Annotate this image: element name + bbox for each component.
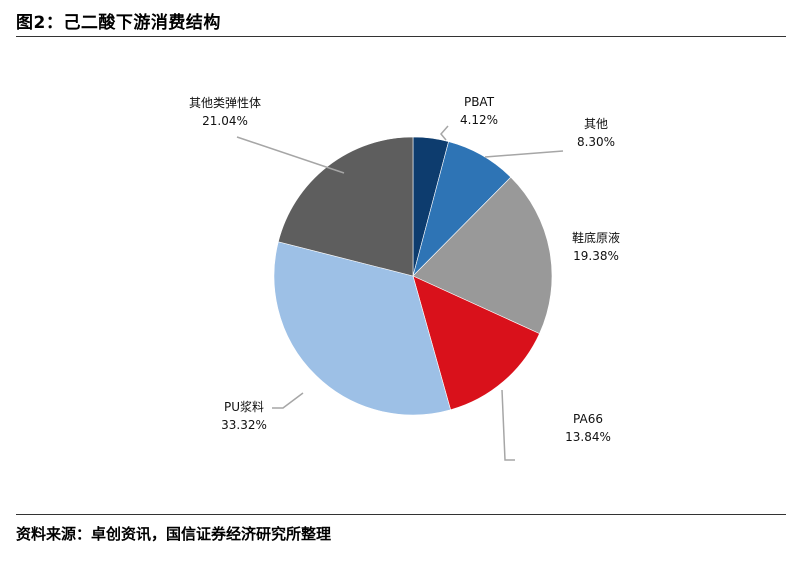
source-note: 资料来源：卓创资讯，国信证券经济研究所整理	[16, 525, 332, 543]
figure-title: 图2：己二酸下游消费结构	[16, 13, 221, 33]
leader-line-4	[501, 389, 515, 461]
leader-line-2	[484, 150, 564, 158]
slice-name-label: 其他	[584, 117, 608, 131]
pie-slices	[273, 136, 553, 416]
leader-lines	[236, 125, 564, 461]
slice-value-label: 13.84%	[565, 430, 611, 444]
leader-line-5	[272, 392, 304, 409]
bottom-rule	[16, 514, 786, 515]
pie-slice-6	[277, 136, 414, 277]
slice-value-label: 21.04%	[202, 114, 248, 128]
pie-slice-4	[412, 275, 540, 411]
leader-line-1	[440, 125, 449, 141]
slice-name-label: PU浆料	[224, 399, 264, 414]
top-rule	[16, 36, 786, 37]
slice-labels: PBAT 4.12% 其他 8.30% 鞋底原液 19.38% PA66 13.84% PU浆料…	[189, 95, 620, 444]
slice-value-label: 19.38%	[573, 249, 619, 263]
slice-name-label: PA66	[573, 412, 603, 426]
pie-slice-5	[273, 241, 451, 416]
leader-line-6	[236, 136, 345, 174]
slice-value-label: 8.30%	[577, 135, 615, 149]
slice-value-label: 33.32%	[221, 418, 267, 432]
slice-value-label: 4.12%	[460, 113, 498, 127]
slice-name-label: 鞋底原液	[572, 230, 620, 245]
slice-name-label: PBAT	[464, 95, 495, 109]
pie-slice-3	[412, 176, 553, 334]
slice-name-label: 其他类弹性体	[189, 96, 261, 110]
